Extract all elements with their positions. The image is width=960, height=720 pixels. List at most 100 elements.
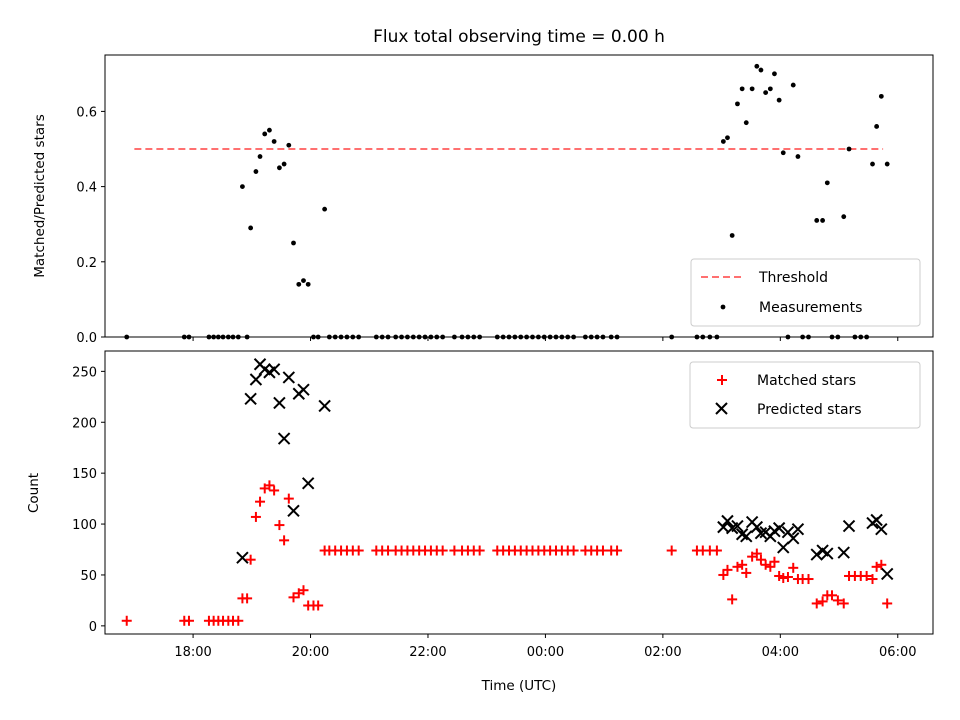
count-x-tick-label: 18:00 (174, 645, 211, 660)
count-x-tick-label: 00:00 (527, 645, 564, 660)
matched-legend-swatch (717, 375, 727, 385)
matched-stars-point (871, 561, 882, 572)
matched-stars-point (474, 545, 485, 556)
ratio-y-tick-label: 0.0 (76, 331, 97, 346)
count-axes: 0 50 100 150 200 250 18:00 20:00 22:00 00:00 02:00… (72, 365, 916, 660)
matched-stars-point (861, 570, 872, 581)
predicted-stars-point (277, 432, 291, 445)
predicted-stars-point (777, 541, 790, 554)
matched-stars-point (778, 573, 789, 584)
count-frame (104, 350, 934, 635)
matched-stars-point (838, 598, 849, 609)
matched-stars-point (741, 567, 752, 578)
predicted-stars-point (842, 519, 856, 533)
count-y-tick-label: 100 (72, 518, 97, 533)
measurement-point (291, 240, 296, 246)
matched-stars-point (298, 585, 309, 596)
matched-stars-point (782, 571, 793, 582)
predicted-stars-point (282, 371, 296, 384)
count-y-tick-label: 0 (89, 620, 97, 635)
matched-stars-point (288, 592, 299, 603)
measurement-point (253, 169, 259, 174)
matched-stars-point (803, 574, 814, 585)
matched-stars-point (737, 559, 748, 570)
measurement-point (767, 86, 773, 92)
measurement-point (878, 93, 884, 99)
chart-title: Flux total observing time = 0.00 h (373, 27, 665, 47)
matched-stars-point (269, 485, 280, 496)
measurement-point (776, 97, 782, 103)
count-x-tick-label: 20:00 (292, 645, 329, 660)
measurement-point (824, 180, 830, 186)
matched-stars-point (722, 564, 733, 575)
predicted-stars-point (267, 363, 281, 376)
ratio-axes: 0.0 0.2 0.4 0.6 (76, 105, 899, 346)
measurement-point (754, 63, 760, 69)
measurement-point (820, 218, 825, 223)
measurement-point (735, 101, 740, 107)
count-y-axis-label: Count (26, 473, 42, 513)
predicted-stars-point (318, 399, 331, 413)
matched-stars-point (264, 480, 275, 491)
measurements-legend-label: Measurements (759, 300, 862, 316)
measurement-point (790, 82, 796, 88)
measurement-point (743, 120, 749, 126)
measurement-point (870, 161, 875, 167)
matched-stars-point (612, 545, 623, 556)
ratio-legend: Threshold Measurements (690, 258, 921, 327)
measurement-point (780, 150, 786, 156)
matched-stars-point (876, 559, 887, 570)
matched-stars-point (711, 545, 722, 556)
measurements-legend-swatch (720, 304, 726, 310)
matched-stars-point (788, 562, 799, 573)
measurement-point (257, 154, 263, 159)
matched-stars-point (183, 615, 194, 626)
count-legend: Matched stars Predicted stars (689, 361, 921, 429)
matched-stars-point (755, 554, 766, 565)
measurement-point (296, 281, 302, 287)
predicted-stars-point (721, 514, 734, 528)
predicted-stars-point (810, 548, 823, 561)
predicted-stars-point (273, 396, 286, 410)
matched-legend-label: Matched stars (757, 373, 856, 389)
measurement-point (739, 86, 745, 92)
predicted-stars-point (870, 513, 883, 527)
measurement-point (814, 218, 820, 223)
predicted-stars-point (287, 504, 300, 518)
measurement-point (729, 233, 735, 238)
measurement-point (846, 146, 852, 152)
measurement-point (763, 90, 769, 95)
predicted-legend-label: Predicted stars (757, 402, 862, 418)
ratio-y-tick-label: 0.6 (76, 105, 97, 120)
matched-stars-point (666, 545, 677, 556)
predicted-stars-point (750, 520, 764, 534)
predicted-stars-point (787, 532, 800, 545)
count-x-tick-label: 22:00 (409, 645, 446, 660)
measurement-point (874, 124, 880, 129)
measurement-point (720, 139, 726, 144)
count-x-tick-label: 04:00 (762, 645, 799, 660)
matched-stars-point (353, 545, 364, 556)
count-marks (121, 358, 894, 626)
measurement-point (267, 127, 272, 133)
predicted-stars-point (236, 551, 249, 564)
measurement-point (749, 86, 755, 92)
predicted-stars-point (249, 373, 263, 386)
ratio-legend-box (690, 258, 921, 327)
measurement-point (322, 206, 328, 212)
matched-stars-point (242, 593, 253, 604)
matched-stars-point (233, 615, 244, 626)
measurement-point (841, 214, 847, 220)
predicted-stars-point (837, 546, 850, 559)
matched-stars-point (568, 545, 579, 556)
matched-stars-point (279, 535, 290, 546)
matched-stars-point (121, 615, 132, 626)
count-y-tick-label: 250 (72, 365, 97, 380)
matched-stars-point (751, 548, 762, 559)
predicted-stars-point (875, 522, 888, 536)
matched-stars-point (817, 596, 828, 607)
matched-stars-point (727, 594, 738, 605)
measurement-point (281, 161, 287, 167)
matched-stars-point (760, 559, 771, 570)
ratio-y-axis-label: Matched/Predicted stars (32, 114, 48, 277)
